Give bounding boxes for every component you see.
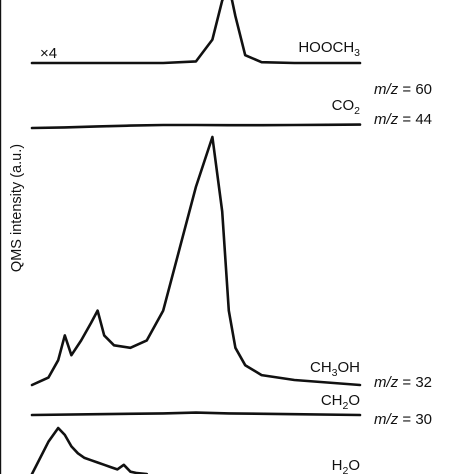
series-label-ch3oh: CH3OH bbox=[310, 359, 360, 379]
mz-label-ch3oh: m/z = 32 bbox=[374, 374, 432, 391]
series-line-h2o bbox=[30, 426, 149, 474]
mz-label-hooch3: m/z = 60 bbox=[374, 81, 432, 98]
y-axis-label: QMS intensity (a.u.) bbox=[9, 144, 25, 272]
series-label-co2: CO2 bbox=[332, 97, 361, 117]
series-label-hooch3: HOOCH3 bbox=[298, 39, 360, 59]
series-label-h2o: H2O bbox=[332, 457, 360, 474]
series-line-ch3oh bbox=[30, 135, 362, 387]
mz-label-co2: m/z = 44 bbox=[374, 111, 432, 128]
series-line-hooch3 bbox=[30, 0, 362, 65]
series-label-ch2o: CH2O bbox=[321, 392, 360, 412]
series-line-ch2o bbox=[30, 411, 362, 417]
series-labels: HOOCH3 m/z = 60 ×4 CO2 m/z = 44 CH3OH m/z = 32… bbox=[40, 39, 432, 474]
multiplier-annotation: ×4 bbox=[40, 45, 57, 62]
series-line-co2 bbox=[30, 123, 362, 130]
series-traces bbox=[30, 0, 362, 474]
mz-label-ch2o: m/z = 30 bbox=[374, 411, 432, 428]
